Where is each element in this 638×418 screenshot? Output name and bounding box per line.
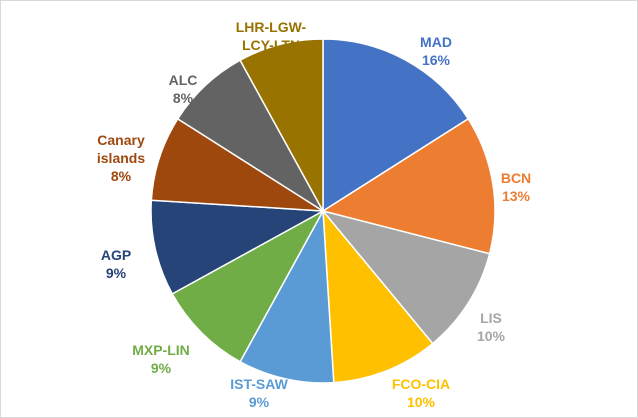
category-label: LHR-LGW-LCY-LTN — [235, 19, 307, 53]
category-label: ALC — [168, 72, 198, 88]
slice-label: FCO-CIA 10% — [381, 375, 461, 411]
slice-label: MAD 16% — [396, 33, 476, 69]
value-label: 8% — [172, 90, 194, 106]
category-label: AGP — [100, 247, 132, 263]
slice-label: Canary islands 8% — [81, 131, 161, 185]
category-label: FCO-CIA — [391, 376, 451, 392]
value-label: 8% — [260, 55, 282, 71]
pie-slice — [171, 209, 325, 363]
value-label: 10% — [406, 394, 436, 410]
value-label: 16% — [421, 52, 451, 68]
slice-label: LIS 10% — [451, 309, 531, 345]
slice-label: IST-SAW 9% — [219, 375, 299, 411]
category-label: IST-SAW — [230, 376, 288, 392]
value-label: 13% — [501, 188, 531, 204]
pie-slice — [321, 117, 496, 255]
slice-label: BCN 13% — [476, 169, 556, 205]
value-label: 9% — [105, 265, 127, 281]
slice-label: AGP 9% — [76, 246, 156, 282]
value-label: 9% — [248, 394, 270, 410]
pie-slice — [322, 38, 470, 213]
slice-label: ALC 8% — [143, 71, 223, 107]
category-label: MAD — [420, 34, 452, 50]
slice-label: LHR-LGW-LCY-LTN 8% — [231, 18, 311, 72]
pie-slice — [239, 208, 335, 384]
value-label: 10% — [476, 328, 506, 344]
pie-slice — [150, 199, 326, 295]
category-label: BCN — [500, 170, 532, 186]
category-label: MXP-LIN — [132, 342, 190, 358]
slice-label: MXP-LIN 9% — [121, 341, 201, 377]
category-label: Canary islands — [96, 132, 146, 166]
value-label: 9% — [150, 360, 172, 376]
pie-slice — [239, 38, 324, 212]
category-label: LIS — [480, 310, 502, 326]
pie-slice — [320, 209, 491, 345]
value-label: 8% — [110, 168, 132, 184]
pie-slice — [322, 208, 434, 384]
